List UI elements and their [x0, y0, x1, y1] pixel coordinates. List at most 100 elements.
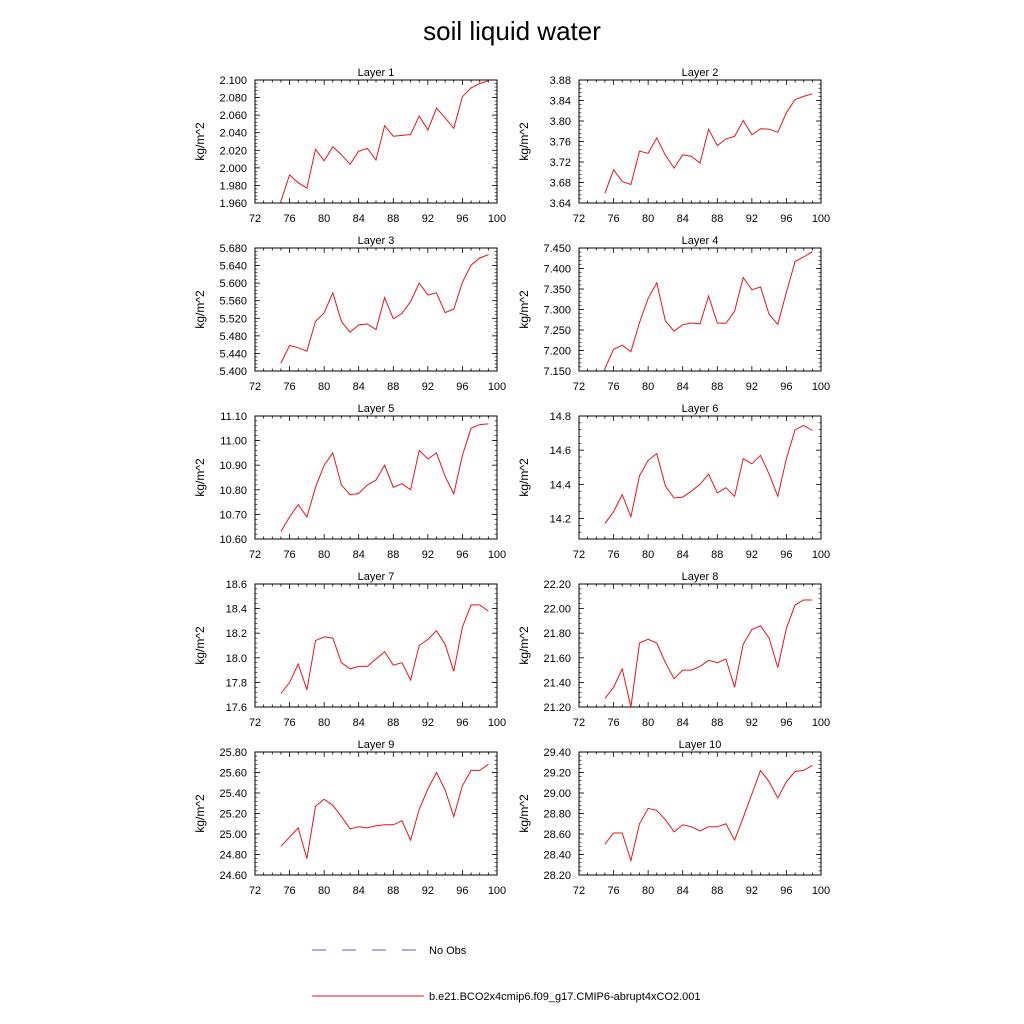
y-tick-label-layer-1: 2.080 — [219, 93, 247, 105]
legend-no-obs-label: No Obs — [429, 945, 467, 957]
y-tick-label-layer-8: 21.80 — [543, 628, 571, 640]
y-tick-label-layer-6: 14.2 — [550, 514, 571, 526]
x-tick-label-layer-5: 92 — [422, 549, 434, 561]
x-tick-label-layer-8: 80 — [642, 717, 654, 729]
y-tick-label-layer-9: 24.80 — [219, 850, 247, 862]
y-axis-label-layer-9: kg/m^2 — [193, 794, 207, 833]
x-tick-label-layer-5: 100 — [488, 549, 506, 561]
y-tick-label-layer-8: 22.20 — [543, 579, 571, 591]
series-line-layer-4 — [604, 251, 813, 369]
y-tick-label-layer-3: 5.480 — [219, 331, 247, 343]
x-tick-label-layer-8: 100 — [812, 717, 830, 729]
y-axis-label-layer-3: kg/m^2 — [193, 290, 207, 329]
y-tick-label-layer-5: 10.90 — [219, 460, 247, 472]
y-tick-label-layer-5: 10.70 — [219, 509, 247, 521]
y-tick-label-layer-1: 1.960 — [219, 198, 247, 210]
y-tick-label-layer-4: 7.300 — [543, 305, 571, 317]
x-tick-label-layer-9: 72 — [249, 885, 261, 897]
panel-title-layer-6: Layer 6 — [682, 403, 719, 415]
x-tick-label-layer-1: 100 — [488, 213, 506, 225]
y-tick-label-layer-5: 10.80 — [219, 485, 247, 497]
plot-frame-layer-2 — [578, 79, 822, 204]
y-tick-label-layer-5: 11.10 — [220, 411, 247, 423]
plot-frame-layer-1 — [254, 79, 498, 204]
y-tick-label-layer-10: 28.40 — [543, 850, 571, 862]
x-tick-label-layer-1: 92 — [422, 213, 434, 225]
x-tick-label-layer-8: 84 — [677, 717, 689, 729]
x-tick-label-layer-7: 100 — [488, 717, 506, 729]
x-tick-label-layer-6: 76 — [607, 549, 619, 561]
x-tick-label-layer-5: 72 — [249, 549, 261, 561]
y-tick-label-layer-4: 7.150 — [543, 366, 571, 378]
y-tick-label-layer-3: 5.560 — [219, 296, 247, 308]
y-tick-label-layer-8: 22.00 — [543, 604, 571, 616]
x-tick-label-layer-10: 76 — [607, 885, 619, 897]
x-tick-label-layer-2: 92 — [746, 213, 758, 225]
y-tick-label-layer-7: 18.4 — [226, 604, 247, 616]
panel-layer-6: Layer 6 kg/m^2 72 76 80 84 88 92 96 100 14.2 14.4 14… — [517, 403, 830, 561]
x-tick-label-layer-8: 96 — [780, 717, 792, 729]
y-axis-label-layer-5: kg/m^2 — [193, 458, 207, 497]
y-tick-label-layer-2: 3.68 — [550, 178, 571, 190]
x-tick-label-layer-10: 72 — [573, 885, 585, 897]
x-tick-label-layer-9: 76 — [283, 885, 295, 897]
panel-layer-7: Layer 7 kg/m^2 72 76 80 84 88 92 96 100 17.6 17.8 18… — [193, 571, 506, 729]
x-tick-label-layer-2: 88 — [711, 213, 723, 225]
x-tick-label-layer-3: 88 — [387, 381, 399, 393]
x-tick-label-layer-1: 96 — [456, 213, 468, 225]
x-tick-label-layer-7: 92 — [422, 717, 434, 729]
legend: No Obs b.e21.BCO2x4cmip6.f09_g17.CMIP6-a… — [312, 945, 701, 1003]
panel-layer-9: Layer 9 kg/m^2 72 76 80 84 88 92 96 100 24.60 24.80… — [193, 739, 506, 897]
plot-frame-layer-10 — [578, 751, 822, 876]
y-tick-label-layer-2: 3.64 — [550, 198, 571, 210]
x-tick-label-layer-3: 100 — [488, 381, 506, 393]
y-tick-label-layer-4: 7.450 — [543, 243, 571, 255]
x-tick-label-layer-10: 80 — [642, 885, 654, 897]
y-tick-label-layer-7: 17.8 — [226, 677, 247, 689]
y-tick-label-layer-2: 3.84 — [550, 96, 571, 108]
x-tick-label-layer-1: 80 — [318, 213, 330, 225]
x-tick-label-layer-3: 92 — [422, 381, 434, 393]
x-tick-label-layer-4: 72 — [573, 381, 585, 393]
x-tick-label-layer-6: 84 — [677, 549, 689, 561]
x-tick-label-layer-5: 96 — [456, 549, 468, 561]
y-tick-label-layer-9: 25.80 — [219, 747, 247, 759]
panel-layer-3: Layer 3 kg/m^2 72 76 80 84 88 92 96 100 5.400 5.440… — [193, 235, 506, 393]
x-tick-label-layer-4: 84 — [677, 381, 689, 393]
y-tick-label-layer-1: 2.000 — [219, 163, 247, 175]
panel-title-layer-3: Layer 3 — [358, 235, 395, 247]
y-tick-label-layer-7: 18.6 — [226, 579, 247, 591]
x-tick-label-layer-2: 80 — [642, 213, 654, 225]
y-tick-label-layer-3: 5.440 — [219, 348, 247, 360]
y-tick-label-layer-2: 3.88 — [550, 75, 571, 87]
y-tick-label-layer-3: 5.520 — [219, 313, 247, 325]
x-tick-label-layer-10: 96 — [780, 885, 792, 897]
x-tick-label-layer-7: 84 — [353, 717, 365, 729]
y-tick-label-layer-6: 14.8 — [550, 411, 571, 423]
panel-title-layer-7: Layer 7 — [358, 571, 395, 583]
y-tick-label-layer-9: 25.20 — [219, 809, 247, 821]
x-tick-label-layer-9: 88 — [387, 885, 399, 897]
y-tick-label-layer-9: 25.00 — [219, 829, 247, 841]
y-tick-label-layer-6: 14.4 — [550, 479, 571, 491]
y-tick-label-layer-3: 5.640 — [219, 261, 247, 273]
series-line-layer-8 — [604, 599, 813, 708]
x-tick-label-layer-4: 92 — [746, 381, 758, 393]
x-tick-label-layer-3: 72 — [249, 381, 261, 393]
series-line-layer-3 — [280, 254, 489, 364]
y-tick-label-layer-6: 14.6 — [550, 445, 571, 457]
x-tick-label-layer-4: 80 — [642, 381, 654, 393]
y-axis-label-layer-10: kg/m^2 — [517, 794, 531, 833]
y-tick-label-layer-7: 18.2 — [226, 628, 247, 640]
y-tick-label-layer-4: 7.350 — [543, 284, 571, 296]
y-tick-label-layer-4: 7.250 — [543, 325, 571, 337]
panels: Layer 1 kg/m^2 72 76 80 84 88 92 96 100 1.960 1.980… — [193, 67, 830, 897]
panel-layer-4: Layer 4 kg/m^2 72 76 80 84 88 92 96 100 7.150 7.200… — [517, 235, 830, 393]
panel-layer-8: Layer 8 kg/m^2 72 76 80 84 88 92 96 100 21.20 21.40… — [517, 571, 830, 729]
y-tick-label-layer-10: 28.20 — [543, 870, 571, 882]
x-tick-label-layer-4: 100 — [812, 381, 830, 393]
series-line-layer-2 — [604, 93, 813, 194]
x-tick-label-layer-6: 88 — [711, 549, 723, 561]
x-tick-label-layer-3: 84 — [353, 381, 365, 393]
